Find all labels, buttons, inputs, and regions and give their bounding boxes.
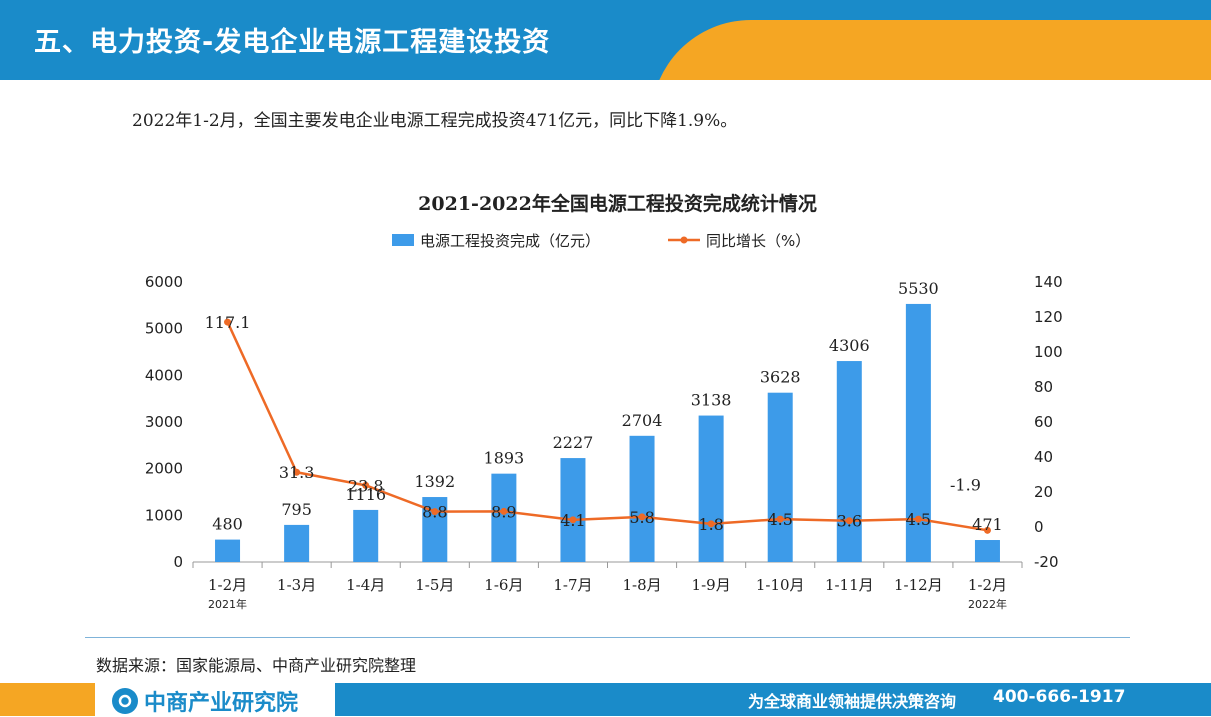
growth-point	[914, 515, 922, 523]
bar	[284, 524, 310, 562]
y-left-tick-label: 6000	[145, 273, 183, 291]
bar-data-label: 480	[212, 515, 243, 534]
legend-bar-label: 电源工程投资完成（亿元）	[420, 232, 600, 250]
bar-data-label: 5530	[898, 279, 939, 298]
bar-data-label: 3628	[760, 368, 801, 387]
line-data-label: -1.9	[950, 475, 981, 494]
x-tick-label: 1-8月	[622, 576, 661, 594]
y-left-tick-label: 5000	[145, 320, 183, 338]
y-right-tick-label: 20	[1034, 483, 1053, 501]
bar	[767, 392, 793, 562]
x-tick-label: 1-5月	[415, 576, 454, 594]
x-tick-label: 1-3月	[277, 576, 316, 594]
x-tick-label: 1-9月	[692, 576, 731, 594]
bar	[974, 540, 1000, 562]
bar	[491, 473, 517, 562]
y-right-tick-label: 120	[1034, 308, 1063, 326]
footer-slogan: 为全球商业领袖提供决策咨询	[748, 692, 957, 711]
header-orange-decoration	[651, 20, 1211, 80]
y-left-tick-label: 0	[173, 553, 183, 571]
y-right-tick-label: 140	[1034, 273, 1063, 291]
footer-logo: 中商产业研究院	[112, 685, 298, 717]
x-tick-label: 1-11月	[825, 576, 874, 594]
legend-line-label: 同比增长（%）	[706, 232, 810, 250]
bar-data-label: 2227	[553, 433, 594, 452]
logo-icon	[112, 688, 138, 714]
y-left-tick-label: 4000	[145, 366, 183, 384]
footer-bar: 中商产业研究院 为全球商业领袖提供决策咨询 400-666-1917	[0, 683, 1211, 716]
growth-point	[224, 318, 232, 326]
growth-line	[226, 321, 988, 532]
y-right-tick-label: 80	[1034, 378, 1053, 396]
x-tick-label: 1-12月	[894, 576, 943, 594]
growth-point	[500, 507, 508, 515]
footer-phone: 400-666-1917	[993, 687, 1126, 707]
growth-point	[983, 526, 991, 534]
y-right-tick-label: 0	[1034, 518, 1044, 536]
growth-point	[569, 516, 577, 524]
line-data-label: 117.1	[205, 313, 251, 332]
bar	[353, 509, 379, 562]
x-tick-label: 1-2月	[208, 576, 247, 594]
bar-data-label: 795	[281, 500, 312, 519]
growth-point	[638, 513, 646, 521]
y-right-tick-label: 60	[1034, 413, 1053, 431]
bar	[629, 435, 655, 562]
bar	[836, 361, 862, 562]
chart-title: 2021-2022年全国电源工程投资完成统计情况	[418, 192, 817, 215]
logo-text: 中商产业研究院	[144, 691, 299, 716]
summary-text: 2022年1-2月，全国主要发电企业电源工程完成投资471亿元，同比下降1.9%…	[132, 111, 738, 131]
x-tick-sublabel: 2022年	[968, 597, 1007, 611]
bar-data-label: 3138	[691, 391, 732, 410]
bar-data-label: 4306	[829, 336, 870, 355]
divider-line	[85, 637, 1130, 638]
y-right-tick-label: 40	[1034, 448, 1053, 466]
growth-point	[707, 520, 715, 528]
line-data-label: 8.8	[422, 503, 447, 522]
y-right-tick-label: 100	[1034, 343, 1063, 361]
x-tick-sublabel: 2021年	[208, 597, 247, 611]
line-data-label: 4.5	[906, 510, 931, 529]
growth-point	[431, 508, 439, 516]
line-data-label: 4.5	[767, 510, 792, 529]
header-banner: 五、电力投资-发电企业电源工程建设投资	[0, 0, 1211, 80]
line-data-label: 5.8	[629, 508, 654, 527]
bar-data-label: 471	[972, 515, 1003, 534]
x-tick-label: 1-2月	[968, 576, 1007, 594]
page-title: 五、电力投资-发电企业电源工程建设投资	[34, 27, 551, 58]
bar-data-label: 1893	[484, 449, 525, 468]
y-right-tick-label: -20	[1034, 553, 1059, 571]
bar-data-label: 1392	[414, 472, 455, 491]
growth-point	[293, 468, 301, 476]
source-note: 数据来源：国家能源局、中商产业研究院整理	[96, 656, 417, 675]
growth-point	[776, 515, 784, 523]
legend-bar-swatch	[392, 234, 414, 246]
y-left-tick-label: 1000	[145, 506, 183, 524]
bar	[698, 415, 724, 562]
y-left-tick-label: 3000	[145, 413, 183, 431]
x-tick-label: 1-6月	[484, 576, 523, 594]
growth-point	[362, 481, 370, 489]
line-data-label: 23.8	[348, 476, 384, 495]
line-data-label: 1.8	[698, 515, 723, 534]
growth-point	[845, 517, 853, 525]
line-data-label: 4.1	[560, 511, 585, 530]
x-tick-label: 1-10月	[756, 576, 805, 594]
bar	[560, 458, 586, 562]
legend-line-marker	[680, 236, 688, 244]
bar-data-label: 2704	[622, 411, 663, 430]
x-tick-label: 1-4月	[346, 576, 385, 594]
line-data-label: 31.3	[279, 463, 315, 482]
footer-stripe	[0, 683, 1211, 716]
bar	[215, 539, 241, 562]
line-data-label: 8.9	[491, 502, 516, 521]
bar-data-label: 1116	[345, 485, 386, 504]
y-left-tick-label: 2000	[145, 460, 183, 478]
x-tick-label: 1-7月	[553, 576, 592, 594]
line-data-label: 3.6	[837, 512, 862, 531]
